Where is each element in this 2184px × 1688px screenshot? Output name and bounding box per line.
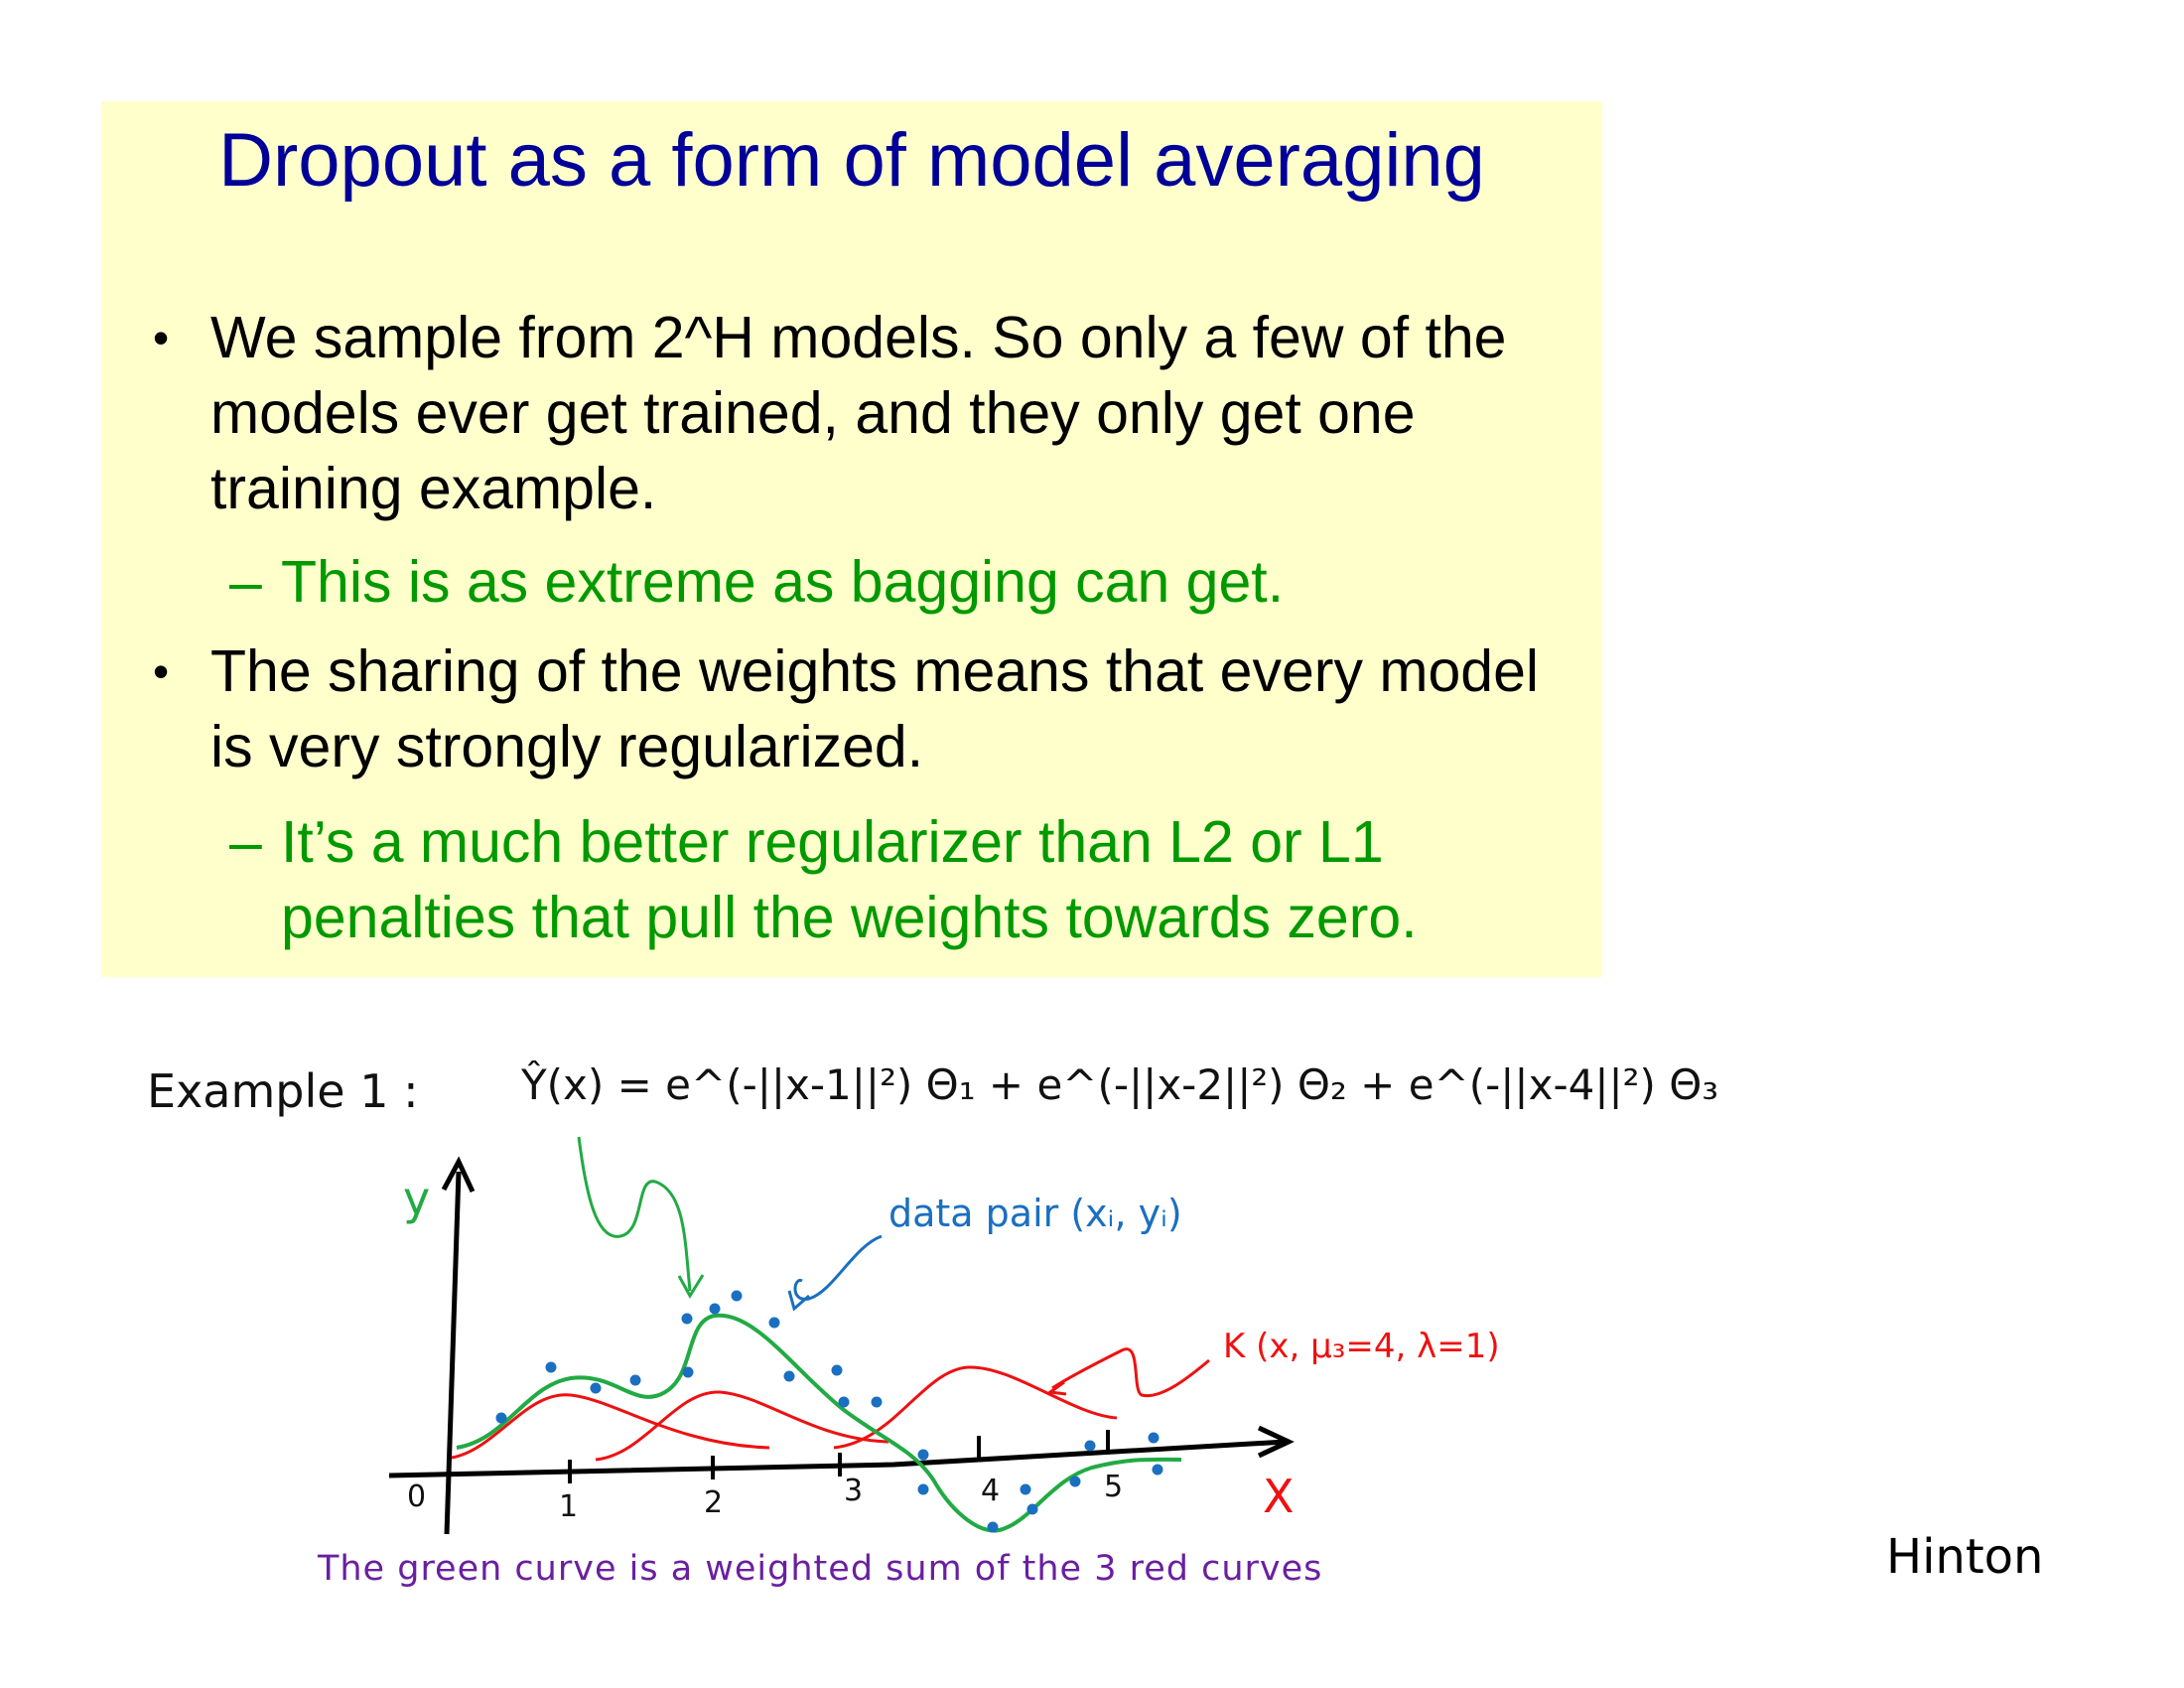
y-axis-label: y (403, 1172, 431, 1225)
data-point (545, 1361, 557, 1373)
caption: The green curve is a weighted sum of the… (318, 1549, 1323, 1589)
data-point (838, 1396, 850, 1408)
data-point (1026, 1503, 1038, 1515)
formula: Ŷ(x) = e^(-||x-1||²) Θ₁ + e^(-||x-2||²) … (521, 1060, 1719, 1109)
data-point (917, 1483, 929, 1495)
bullet-1: • We sample from 2^H models. So only a f… (153, 300, 1541, 526)
green-curve (456, 1313, 1182, 1533)
red-curves (451, 1347, 1210, 1462)
bullet-dot: • (153, 645, 170, 697)
sub-bullet-2: – It’s a much better regularizer than L2… (229, 804, 1512, 955)
data-point (831, 1364, 843, 1376)
bullet-2-text: The sharing of the weights means that ev… (210, 638, 1540, 779)
x-tick-label-1: 1 (559, 1489, 579, 1524)
sub-dash: – (229, 809, 262, 875)
data-pair-label: data pair (xᵢ, yᵢ) (888, 1192, 1182, 1235)
data-point (783, 1370, 795, 1382)
data-point (1084, 1440, 1096, 1452)
x-tick-label-4: 4 (981, 1474, 1001, 1508)
kernel-pointer-arrow-icon (1046, 1380, 1067, 1396)
kernel-pointer-squiggle (1051, 1347, 1210, 1398)
x-tick-label-2: 2 (704, 1485, 724, 1520)
y-axis-line (444, 1171, 462, 1535)
x-tick-label-3: 3 (844, 1474, 864, 1508)
y-axis-arrow-icon (441, 1156, 476, 1194)
data-point (871, 1396, 883, 1408)
sub-bullet-2-text: It’s a much better regularizer than L2 o… (281, 809, 1418, 950)
x-axis-line (388, 1439, 1287, 1478)
red-curve-2 (595, 1390, 889, 1462)
x-ticks (568, 1430, 1110, 1483)
data-point (590, 1382, 602, 1394)
data-point (987, 1521, 999, 1533)
red-curve-1 (451, 1393, 770, 1460)
green-pointer-arrow-icon (677, 1274, 705, 1299)
bullet-1-text: We sample from 2^H models. So only a few… (210, 305, 1507, 521)
sub-dash: – (229, 549, 262, 615)
data-points (495, 1290, 1163, 1533)
kernel-label: K (x, μ₃=4, λ=1) (1223, 1327, 1500, 1366)
data-point (709, 1303, 721, 1315)
slide-title: Dropout as a form of model averaging (218, 118, 1485, 203)
data-point (629, 1374, 641, 1386)
data-point (731, 1290, 743, 1302)
data-point (1148, 1432, 1160, 1444)
data-point (768, 1317, 780, 1329)
data-point (917, 1449, 929, 1461)
data-pair-pointer (793, 1234, 883, 1301)
data-point (682, 1366, 694, 1378)
data-point (681, 1313, 693, 1325)
sub-bullet-1-text: This is as extreme as bagging can get. (281, 549, 1285, 615)
bullet-2: • The sharing of the weights means that … (153, 633, 1541, 784)
x-axis-arrow-icon (1257, 1425, 1295, 1459)
slide-panel: Dropout as a form of model averaging • W… (101, 101, 1602, 977)
data-pair-arrow-icon (787, 1290, 810, 1312)
data-point (1069, 1476, 1081, 1487)
x-axis-label: X (1263, 1470, 1295, 1523)
data-point (495, 1412, 507, 1424)
data-point (1020, 1483, 1031, 1495)
red-curve-3 (833, 1365, 1118, 1450)
origin-label: 0 (407, 1479, 427, 1514)
example-label: Example 1 : (147, 1064, 419, 1118)
data-point (1152, 1464, 1163, 1476)
bullet-dot: • (153, 312, 170, 363)
x-tick-label-5: 5 (1104, 1470, 1124, 1504)
sub-bullet-1: – This is as extreme as bagging can get. (229, 544, 1512, 620)
green-pointer-squiggle (577, 1136, 692, 1292)
author-label: Hinton (1886, 1529, 2044, 1585)
